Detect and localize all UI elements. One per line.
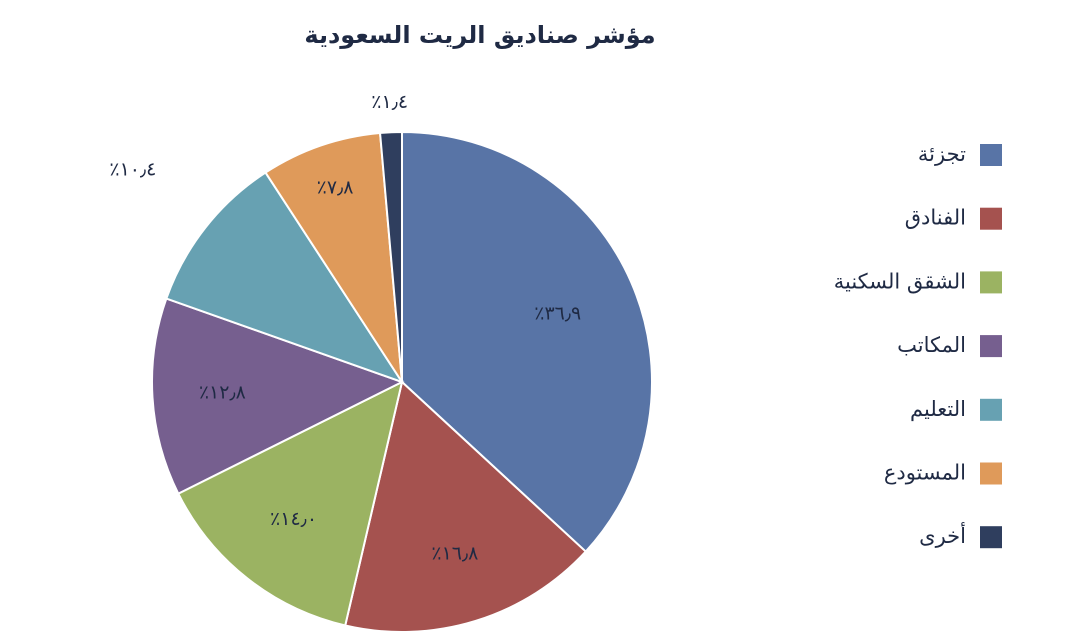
pie-slice bbox=[344, 380, 588, 633]
pie-slice bbox=[176, 380, 404, 627]
legend-swatch bbox=[980, 462, 1002, 485]
legend-swatch bbox=[980, 398, 1002, 421]
pie-slice bbox=[151, 297, 405, 495]
value-label: ٪١٢٫٨ bbox=[199, 382, 246, 404]
legend-text: الفنادق bbox=[905, 206, 966, 230]
legend-swatch bbox=[980, 526, 1002, 549]
value-label: ٪١٦٫٨ bbox=[431, 543, 478, 565]
legend-swatch bbox=[980, 271, 1002, 294]
pie-slice bbox=[264, 131, 403, 383]
legend-swatch bbox=[980, 335, 1002, 358]
value-label: ٪١٫٤ bbox=[371, 91, 408, 113]
legend-swatch bbox=[980, 207, 1002, 230]
pie-slice bbox=[165, 171, 405, 384]
value-label: ٪١٤٫٠ bbox=[270, 508, 317, 530]
pie-slice bbox=[401, 130, 653, 553]
value-label: ٪١٠٫٤ bbox=[109, 159, 156, 181]
legend-text: التعليم bbox=[910, 397, 966, 422]
legend-text: تجزئة bbox=[918, 142, 966, 166]
pie-slice bbox=[378, 130, 403, 383]
legend-text: المستودع bbox=[884, 461, 966, 485]
value-label: ٪٧٫٨ bbox=[317, 177, 354, 199]
value-label: ٪٣٦٫٩ bbox=[534, 302, 581, 324]
legend-text: المكاتب bbox=[897, 333, 966, 357]
legend-swatch bbox=[980, 144, 1002, 166]
legend-text: الشقق السكنية bbox=[834, 269, 966, 293]
legend-text: أخرى bbox=[919, 522, 966, 548]
chart-title: مؤشر صناديق الريت السعودية bbox=[304, 21, 655, 49]
